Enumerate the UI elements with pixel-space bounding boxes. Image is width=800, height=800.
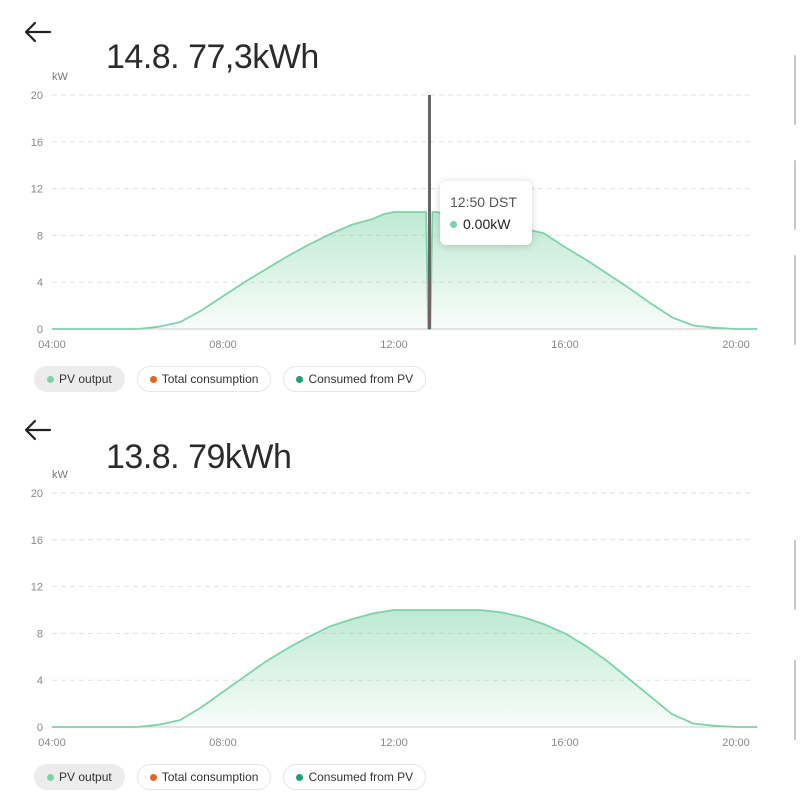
y-tick-label: 20: [31, 488, 43, 500]
x-tick-label: 04:00: [38, 737, 66, 749]
legend-consumed-from-pv[interactable]: Consumed from PV: [283, 764, 427, 790]
y-tick-label: 12: [31, 582, 43, 594]
legend-dot: [149, 773, 157, 781]
series-area: [52, 212, 758, 329]
x-tick-label: 12:00: [380, 737, 408, 749]
legend-label: Total consumption: [161, 372, 259, 386]
y-tick-label: 0: [37, 722, 43, 734]
x-tick-label: 04:00: [38, 339, 66, 351]
y-tick-label: 12: [31, 184, 43, 196]
legend-dot: [149, 375, 157, 383]
back-button[interactable]: [22, 20, 52, 44]
tooltip-value-row: 0.00kW: [450, 216, 510, 232]
page-title: 13.8. 79kWh: [106, 438, 292, 476]
legend-dot: [296, 375, 304, 383]
legend-pv-output[interactable]: PV output: [34, 366, 125, 392]
x-tick-label: 08:00: [209, 339, 237, 351]
scroll-indicator: [794, 660, 796, 740]
pv-chart-0[interactable]: kW 0 4 8 12 16 20 04:00 08:00 12:00 16:00 20:00: [0, 70, 800, 351]
pv-output-dot: [450, 220, 457, 228]
x-tick-label: 20:00: [722, 339, 750, 351]
legend-1: PV output Total consumption Consumed fro…: [34, 764, 427, 790]
y-tick-label: 4: [37, 675, 43, 687]
scroll-indicator: [794, 255, 796, 345]
page-title: 14.8. 77,3kWh: [106, 38, 319, 76]
scroll-indicator: [794, 540, 796, 610]
tooltip-time: 12:50 DST: [450, 194, 517, 210]
scroll-indicator: [794, 55, 796, 125]
legend-label: Consumed from PV: [308, 372, 414, 386]
x-tick-label: 16:00: [551, 339, 579, 351]
y-axis-unit: kW: [52, 71, 69, 83]
y-axis-unit: kW: [52, 469, 69, 481]
legend-total-consumption[interactable]: Total consumption: [136, 366, 272, 392]
legend-label: Consumed from PV: [308, 770, 414, 784]
y-tick-label: 0: [37, 324, 43, 336]
y-tick-label: 4: [37, 277, 43, 289]
series-line: [52, 609, 758, 728]
y-tick-label: 16: [31, 137, 43, 149]
pv-chart-1[interactable]: kW 0 4 8 12 16 20 04:00 08:00 12:00 16:00 20:00: [0, 468, 800, 749]
chart-tooltip: 12:50 DST 0.00kW: [440, 181, 532, 245]
y-tick-label: 8: [37, 628, 43, 640]
legend-label: PV output: [59, 770, 112, 784]
tooltip-value: 0.00kW: [463, 216, 511, 232]
arrow-left-icon: [22, 20, 52, 44]
legend-label: PV output: [59, 372, 112, 386]
scroll-indicator: [794, 160, 796, 230]
legend-consumed-from-pv[interactable]: Consumed from PV: [283, 366, 427, 392]
legend-dot: [296, 773, 304, 781]
x-tick-label: 20:00: [722, 737, 750, 749]
arrow-left-icon: [22, 418, 52, 442]
y-tick-label: 20: [31, 90, 43, 102]
x-tick-label: 12:00: [380, 339, 408, 351]
x-tick-label: 16:00: [551, 737, 579, 749]
legend-dot: [47, 773, 54, 781]
series-area: [52, 610, 758, 727]
x-tick-label: 08:00: [209, 737, 237, 749]
legend-0: PV output Total consumption Consumed fro…: [34, 366, 427, 392]
legend-pv-output[interactable]: PV output: [34, 764, 125, 790]
y-tick-label: 16: [31, 535, 43, 547]
back-button[interactable]: [22, 418, 52, 442]
legend-label: Total consumption: [161, 770, 259, 784]
y-tick-label: 8: [37, 230, 43, 242]
legend-total-consumption[interactable]: Total consumption: [136, 764, 272, 790]
legend-dot: [47, 375, 54, 383]
